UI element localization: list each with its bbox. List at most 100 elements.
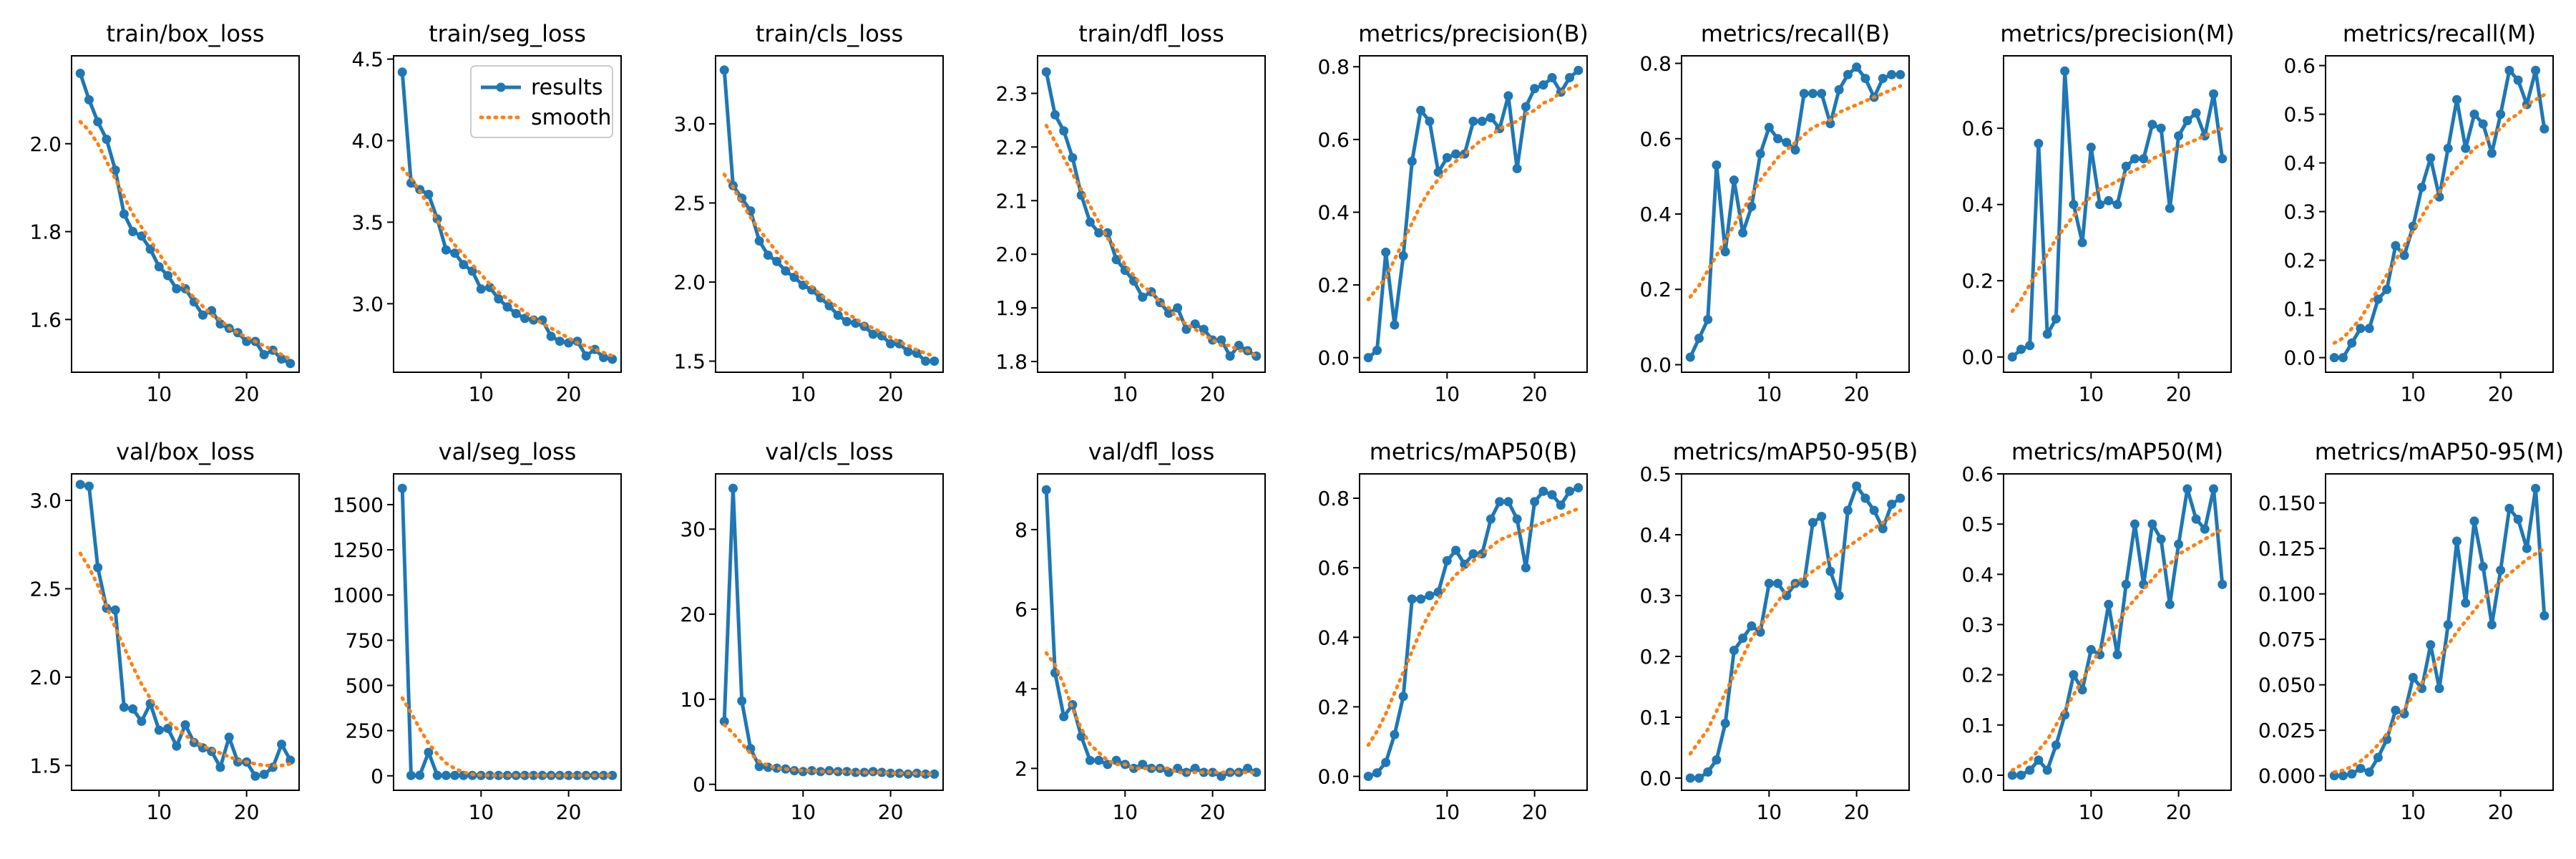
results-point [154,725,164,735]
y-tick-label: 0.000 [2258,765,2316,788]
results-point [1738,634,1748,643]
results-point [1538,80,1548,90]
results-point [581,351,591,361]
results-point [1190,763,1200,773]
y-tick-label: 0.4 [2283,152,2316,175]
results-point [2373,752,2383,762]
results-point [1878,524,1888,533]
panel-title: train/box_loss [107,20,265,47]
results-point [2007,352,2017,362]
results-point [1512,514,1522,524]
results-point [1799,89,1809,99]
results-point [1199,324,1209,334]
results-point [2338,771,2348,781]
results-point [833,310,843,320]
results-point [2329,353,2339,363]
smooth-line [2332,546,2547,775]
x-tick-label: 10 [1112,800,1138,824]
results-point [1521,102,1531,112]
results-point [2540,124,2550,134]
results-point [2129,519,2140,529]
results-point [424,190,434,200]
results-point [286,359,296,369]
results-point [1852,481,1862,491]
y-tick-label: 0.5 [1961,513,1994,536]
y-tick-label: 0.2 [1317,273,1350,297]
results-point [2174,131,2184,141]
results-point [128,227,138,237]
results-point [2016,344,2026,354]
results-point [1878,74,1888,84]
y-tick-label: 1.5 [673,350,706,374]
results-point [1712,755,1722,765]
y-tick-label: 2.0 [29,132,62,156]
results-point [2461,598,2471,608]
results-point [1556,500,1566,510]
results-point [1485,112,1496,122]
axes-frame [1037,473,1266,791]
y-tick-label: 0.0 [1961,346,1994,369]
x-tick-label: 20 [1844,800,1870,824]
panel-title: val/seg_loss [439,438,577,465]
plot-area [719,483,940,779]
axes-frame [1681,473,1910,791]
panel-title: metrics/mAP50(B) [1370,438,1578,465]
results-point [1712,160,1722,170]
y-tick-label: 3.0 [351,292,384,316]
results-point [2408,673,2418,683]
results-point [2218,579,2228,589]
results-point [1390,320,1400,330]
x-tick-label: 10 [468,800,494,824]
y-tick-label: 0.4 [1961,563,1994,586]
results-point [259,349,269,359]
results-point [110,165,120,175]
legend-smooth-label: smooth [531,105,611,130]
x-tick-label: 20 [2166,382,2192,406]
results-point [2451,94,2462,105]
results-point [1747,201,1757,211]
results-point [1852,62,1862,72]
results-point [841,767,852,777]
results-point [2069,200,2079,210]
results-point [555,336,565,346]
results-point [172,741,182,751]
results-point [1468,116,1478,126]
plot-area [1041,485,1262,782]
axes-frame [2003,473,2232,791]
results-point [1407,156,1417,166]
results-point [921,356,931,367]
plot-area [75,480,296,781]
results-point [2147,519,2157,529]
results-point [2191,108,2201,118]
y-tick-label: 0.1 [1961,714,1994,737]
y-tick-label: 0.6 [1961,462,1994,486]
results-point [2461,143,2471,153]
results-point [2156,123,2166,133]
plot-area [75,69,296,369]
results-point [2104,599,2114,609]
results-point [2209,484,2219,494]
results-point [519,314,530,324]
results-point [1860,493,1870,503]
results-point [2504,503,2514,513]
y-tick-label: 3.0 [673,112,706,136]
results-point [728,483,738,493]
smooth-line [1366,507,1581,747]
results-point [277,739,287,749]
plot-area [1363,482,1584,782]
panel-metrics-map50-m: metrics/mAP50(M) 10 20 0.0 0.1 0.2 0.3 0.4 0.5 0.… [1961,438,2232,824]
y-tick-label: 0.8 [1317,487,1350,510]
panel-train-cls-loss: train/cls_loss 10 20 1.5 2.0 2.5 3.0 [673,20,944,406]
results-point [2218,154,2228,164]
results-point [1860,74,1870,84]
results-point [2540,611,2550,621]
results-point [1694,773,1704,783]
results-point [1896,493,1906,503]
x-tick-label: 10 [2078,800,2104,824]
smooth-line [400,696,615,777]
y-tick-label: 1.8 [995,350,1028,374]
results-point [1398,251,1408,261]
y-tick-label: 0.3 [2283,200,2316,224]
results-point [1372,346,1382,356]
